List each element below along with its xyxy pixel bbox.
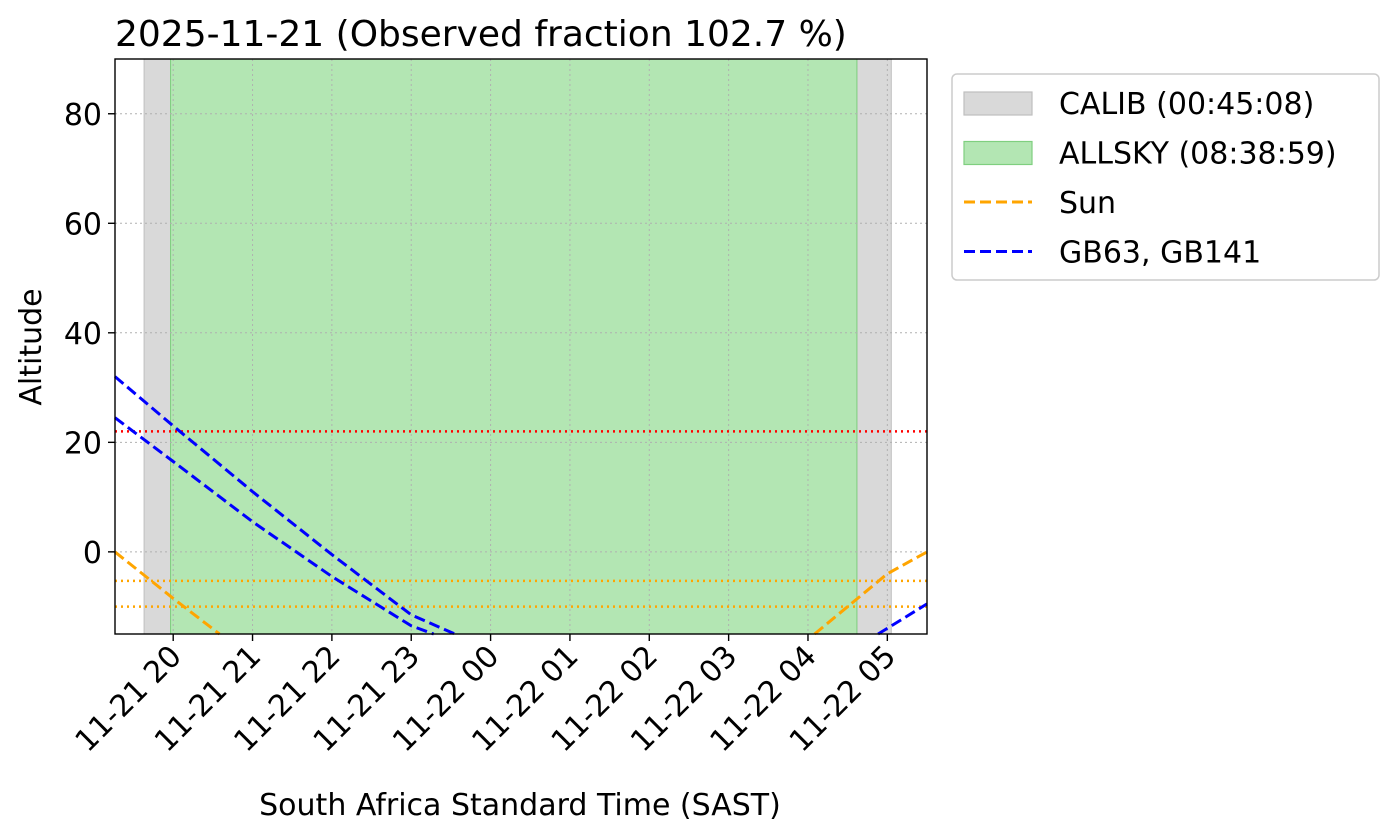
- chart-title: 2025-11-21 (Observed fraction 102.7 %): [115, 14, 847, 55]
- legend-label-3: GB63, GB141: [1059, 236, 1261, 271]
- legend-label-1: ALLSKY (08:38:59): [1059, 137, 1337, 172]
- y-tick-label-2: 40: [64, 317, 102, 352]
- span-1-0: [170, 58, 858, 635]
- legend-frame: [951, 73, 1380, 281]
- span-0-0: [143, 58, 172, 635]
- plot-frame: [114, 58, 928, 635]
- span-0-1: [856, 58, 892, 635]
- y-axis-label: Altitude: [14, 288, 49, 405]
- series-line-0-0: [114, 550, 221, 636]
- y-axis-ticks: 80 60 40 20 0: [64, 98, 115, 571]
- legend-label-0: CALIB (00:45:08): [1059, 87, 1314, 122]
- legend-swatch-1: [963, 140, 1033, 166]
- legend: CALIB (00:45:08) ALLSKY (08:38:59) Sun GB63…: [951, 73, 1380, 281]
- legend-label-2: Sun: [1059, 186, 1116, 221]
- legend-swatch-0: [963, 91, 1033, 116]
- y-tick-label-0: 80: [64, 98, 102, 133]
- y-tick-label-3: 20: [64, 426, 102, 461]
- series-lines: [114, 375, 928, 636]
- y-tick-label-4: 0: [83, 536, 102, 571]
- grid-lines: [115, 59, 927, 634]
- y-tick-label-1: 60: [64, 207, 102, 242]
- observation-spans: [143, 58, 892, 635]
- series-line-1-0: [114, 375, 456, 636]
- series-line-1-2: [877, 602, 928, 636]
- x-axis-label: South Africa Standard Time (SAST): [259, 788, 781, 823]
